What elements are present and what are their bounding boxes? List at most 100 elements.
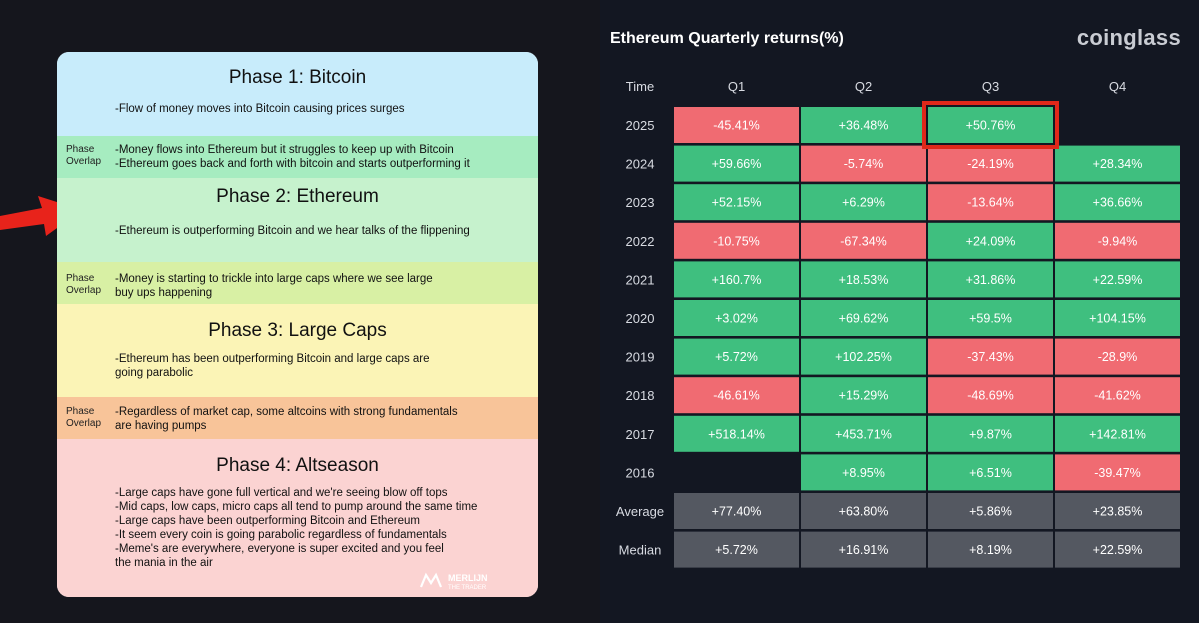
cell-value: +22.59% [1093, 543, 1143, 557]
overlap2-label: Phase Overlap [66, 273, 102, 296]
svg-text:MERLIJN: MERLIJN [448, 573, 488, 583]
cell-2021-q2 [801, 261, 926, 298]
cell-value: +104.15% [1089, 312, 1146, 326]
cell-2022-q3 [928, 222, 1053, 259]
row-label-2017: 2017 [626, 427, 655, 442]
cell-2017-q3 [928, 415, 1053, 452]
cell-value: -24.19% [967, 157, 1014, 171]
cell-2025-q1 [674, 107, 799, 143]
cell-2024-q1 [674, 145, 799, 182]
cell-2018-q3 [928, 377, 1053, 414]
svg-text:THE TRADER: THE TRADER [448, 585, 487, 591]
cell-value: -5.74% [844, 157, 884, 171]
cell-2022-q4 [1055, 222, 1180, 259]
cell-value: +5.86% [969, 505, 1012, 519]
cell-2019-q4 [1055, 338, 1180, 375]
cell-value: +50.76% [966, 119, 1016, 133]
cell-2020-q4 [1055, 300, 1180, 336]
overlap2-text: -Money is starting to trickle into large… [115, 273, 433, 299]
phase3-text: -Ethereum has been outperforming Bitcoin… [115, 353, 430, 379]
cell-value: +9.87% [969, 427, 1012, 441]
brand-logo: coinglass [1076, 25, 1181, 50]
cell-2019-q2 [801, 338, 926, 375]
phase3-title: Phase 3: Large Caps [208, 320, 387, 341]
cell-value: -45.41% [713, 119, 760, 133]
cell-2019-q3 [928, 338, 1053, 375]
cell-value: +16.91% [839, 543, 889, 557]
cell-2023-q2 [801, 184, 926, 221]
phase2-band [57, 178, 538, 262]
overlap1-label: Phase Overlap [66, 144, 102, 167]
row-label-2021: 2021 [626, 272, 655, 287]
overlap2-band [57, 262, 538, 304]
cell-value: -46.61% [713, 389, 760, 403]
cell-value: -37.43% [967, 350, 1014, 364]
cell-value: +22.59% [1093, 273, 1143, 287]
cell-2021-q4 [1055, 261, 1180, 298]
cell-2020-q3 [928, 300, 1053, 336]
phase2-text: -Ethereum is outperforming Bitcoin and w… [115, 225, 470, 237]
overlap3-band [57, 397, 538, 439]
merlijn-logo-icon: MERLIJN THE TRADER [419, 572, 488, 591]
cell-value: +18.53% [839, 273, 889, 287]
cell-average-q2 [801, 493, 926, 529]
row-label-2022: 2022 [626, 234, 655, 249]
cell-value: +5.72% [715, 543, 758, 557]
cell-2024-q4 [1055, 145, 1180, 182]
row-label-2019: 2019 [626, 350, 655, 365]
cell-2016-q3 [928, 454, 1053, 491]
cell-value: -67.34% [840, 234, 887, 248]
phase4-band [57, 439, 538, 597]
cell-value: +24.09% [966, 234, 1016, 248]
cell-2024-q2 [801, 145, 926, 182]
cell-value: +8.19% [969, 543, 1012, 557]
cell-2018-q4 [1055, 377, 1180, 414]
cell-2025-q2 [801, 107, 926, 143]
column-header-q1: Q1 [728, 79, 745, 94]
cell-value: +5.72% [715, 350, 758, 364]
cell-value: +6.29% [842, 196, 885, 210]
cell-2022-q1 [674, 222, 799, 259]
phases-panel: Phase 1: Bitcoin -Flow of money moves in… [0, 52, 538, 597]
cell-value: +52.15% [712, 196, 762, 210]
row-label-2018: 2018 [626, 388, 655, 403]
cell-2025-q3 [928, 107, 1053, 143]
cell-2023-q1 [674, 184, 799, 221]
cell-value: +36.48% [839, 119, 889, 133]
cell-value: +15.29% [839, 389, 889, 403]
cell-median-q4 [1055, 531, 1180, 568]
cell-value: +3.02% [715, 312, 758, 326]
overlap3-label: Phase Overlap [66, 406, 102, 429]
cell-value: -39.47% [1094, 466, 1141, 480]
phase4-text: -Large caps have gone full vertical and … [115, 487, 478, 569]
cell-2024-q3 [928, 145, 1053, 182]
cell-value: +63.80% [839, 505, 889, 519]
returns-panel: Ethereum Quarterly returns(%) coinglass … [600, 0, 1199, 623]
row-label-2016: 2016 [626, 465, 655, 480]
cell-value: +518.14% [708, 427, 765, 441]
phase1-title: Phase 1: Bitcoin [228, 67, 367, 88]
cell-median-q3 [928, 531, 1053, 568]
cell-average-q3 [928, 493, 1053, 529]
phase1-band [57, 52, 538, 136]
cell-value: -10.75% [713, 234, 760, 248]
cell-median-q2 [801, 531, 926, 568]
cell-2016-q2 [801, 454, 926, 491]
cell-value: -48.69% [967, 389, 1014, 403]
cell-2017-q1 [674, 415, 799, 452]
cell-2023-q3 [928, 184, 1053, 221]
cell-value: +160.7% [712, 273, 762, 287]
cell-value: -41.62% [1094, 389, 1141, 403]
cell-2017-q4 [1055, 415, 1180, 452]
cell-2020-q1 [674, 300, 799, 336]
cell-value: -13.64% [967, 196, 1014, 210]
cell-value: +23.85% [1093, 505, 1143, 519]
row-label-median: Median [619, 543, 662, 558]
cell-value: +59.5% [969, 312, 1012, 326]
highlight-box [922, 101, 1059, 149]
cell-value: +142.81% [1089, 427, 1146, 441]
cell-average-q1 [674, 493, 799, 529]
cell-2022-q2 [801, 222, 926, 259]
cell-average-q4 [1055, 493, 1180, 529]
cell-2021-q1 [674, 261, 799, 298]
